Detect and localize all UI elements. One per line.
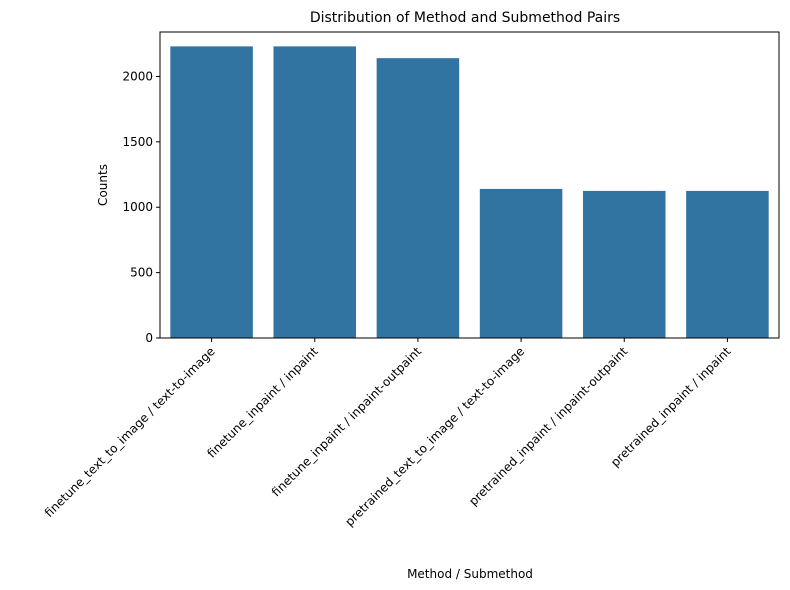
y-tick-label: 1000: [122, 200, 153, 214]
bar-4: [479, 188, 563, 338]
bar-1: [170, 46, 253, 339]
y-tick-label: 2000: [122, 69, 153, 83]
x-tick-label: finetune_text_to_image / text-to-image: [42, 344, 218, 520]
plot-frame: [159, 31, 780, 339]
x-axis: finetune_text_to_image / text-to-imagefi…: [42, 338, 734, 529]
y-axis: 0 500 1000 1500 2000: [122, 69, 160, 345]
x-tick-label: finetune_inpaint / inpaint: [204, 344, 321, 461]
bars-group: [170, 46, 769, 339]
x-tick-label: pretrained_text_to_image / text-to-image: [342, 344, 527, 529]
x-tick-label: pretrained_inpaint / inpaint-outpaint: [466, 344, 630, 508]
y-tick-label: 1500: [122, 135, 153, 149]
y-tick-label: 500: [130, 266, 153, 280]
y-axis-label: Counts: [96, 164, 110, 206]
bar-5: [582, 190, 666, 338]
bar-2: [273, 46, 357, 339]
x-tick-label: pretrained_inpaint / inpaint: [608, 344, 734, 470]
bar-3: [376, 58, 460, 339]
y-tick-label: 0: [145, 331, 153, 345]
chart-title: Distribution of Method and Submethod Pai…: [310, 10, 620, 26]
x-axis-label: Method / Submethod: [407, 567, 533, 581]
bar-6: [686, 190, 769, 338]
